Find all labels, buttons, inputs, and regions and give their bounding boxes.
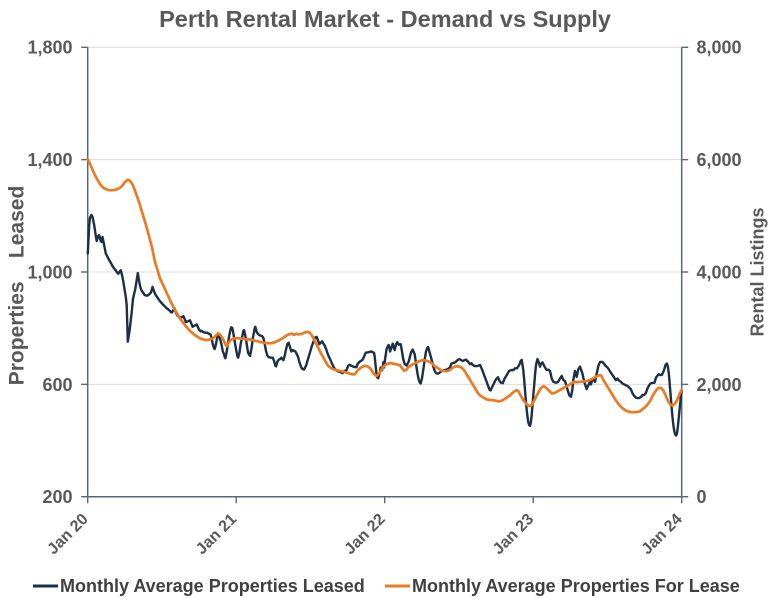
svg-text:4,000: 4,000 bbox=[697, 262, 742, 282]
svg-text:1,800: 1,800 bbox=[27, 38, 72, 58]
svg-text:Perth Rental Market - Demand v: Perth Rental Market - Demand vs Supply bbox=[159, 6, 611, 32]
svg-text:200: 200 bbox=[42, 487, 72, 507]
svg-text:Monthly Average Properties For: Monthly Average Properties For Lease bbox=[412, 576, 740, 596]
svg-text:600: 600 bbox=[42, 375, 72, 395]
svg-text:Rental Listings: Rental Listings bbox=[748, 207, 768, 336]
svg-text:2,000: 2,000 bbox=[697, 375, 742, 395]
svg-text:0: 0 bbox=[697, 487, 707, 507]
svg-text:6,000: 6,000 bbox=[697, 150, 742, 170]
svg-text:Monthly Average Properties Lea: Monthly Average Properties Leased bbox=[60, 576, 365, 596]
svg-text:Properties Leased: Properties Leased bbox=[6, 186, 29, 386]
svg-text:8,000: 8,000 bbox=[697, 38, 742, 58]
svg-text:1,400: 1,400 bbox=[27, 150, 72, 170]
svg-text:1,000: 1,000 bbox=[27, 262, 72, 282]
